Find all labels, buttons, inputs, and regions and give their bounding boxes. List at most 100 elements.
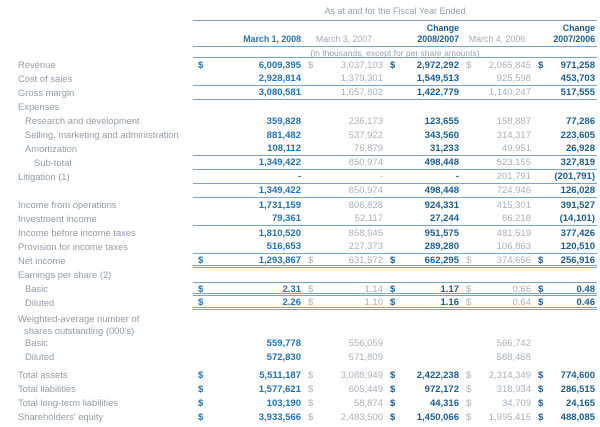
- cell-value: 3,088,949: [340, 369, 383, 381]
- cell-value: 77,286: [565, 115, 595, 127]
- value-cell: $34,709: [461, 397, 533, 410]
- cell-value: 1,379,301: [340, 73, 383, 84]
- value-cell: 77,286: [533, 115, 597, 128]
- value-cell: 327,819: [533, 156, 597, 169]
- cell-value: 924,331: [424, 199, 459, 211]
- value-cell: $662,295: [385, 254, 461, 267]
- value-cell: 52,117: [303, 212, 385, 225]
- currency-symbol: $: [538, 383, 544, 395]
- cell-value: 106,863: [496, 241, 531, 252]
- row-values: $3,933,566 $2,483,500 $1,450,066 $1,995,415…: [193, 410, 597, 424]
- value-cell: 227,373: [303, 240, 385, 253]
- cell-value: 0.46: [576, 297, 596, 308]
- cell-value: 1,450,066: [416, 411, 459, 423]
- cell-value: 1,657,802: [340, 87, 383, 98]
- cell-value: 374,656: [496, 255, 531, 266]
- cell-value: 1,293,867: [258, 255, 301, 266]
- value-cell: -: [385, 170, 461, 183]
- value-cell: 314,317: [461, 129, 533, 142]
- cell-value: 2,928,814: [258, 73, 301, 84]
- table-row: Diluted 572,830 571,809 588,468: [18, 350, 597, 364]
- row-values: 881,482 537,922 343,560 314,317 223,605: [193, 128, 597, 142]
- cell-value: 0.64: [512, 297, 532, 308]
- cell-value: 1,810,520: [258, 227, 301, 239]
- row-label-text: Income before income taxes: [18, 227, 136, 238]
- value-cell: $2,314,349: [461, 369, 533, 382]
- value-cell: 108,112: [193, 142, 303, 155]
- cell-value: 27,244: [429, 213, 459, 224]
- column-headers: March 1, 2008 March 3, 2007 Change 2008/…: [193, 21, 597, 47]
- cell-value: 881,482: [266, 129, 301, 141]
- value-cell: 3,080,581: [193, 86, 303, 99]
- cell-value: 774,600: [560, 369, 595, 381]
- value-cell: 498,448: [385, 184, 461, 197]
- cell-value: 123,655: [424, 115, 459, 127]
- currency-symbol: $: [198, 369, 204, 381]
- value-cell: 289,280: [385, 240, 461, 253]
- cell-value: 972,172: [424, 383, 459, 395]
- row-values: $1,293,867 $631,572 $662,295 $374,656 $256,9…: [193, 254, 597, 268]
- header-label-spacer: [18, 4, 193, 58]
- row-label-text: Litigation (1): [18, 171, 70, 182]
- value-cell: 588,468: [461, 351, 533, 364]
- value-cell: 223,605: [533, 129, 597, 142]
- row-label-text: Gross margin: [18, 87, 75, 98]
- value-cell: $0.46: [533, 296, 597, 309]
- value-cell: 858,945: [303, 227, 385, 240]
- value-cell: 517,555: [533, 86, 597, 99]
- table-row: Cost of sales 2,928,814 1,379,301 1,549,513…: [18, 72, 597, 86]
- cell-value: (201,791): [554, 171, 595, 182]
- row-label-text: Selling, marketing and administration: [25, 129, 179, 140]
- row-label-text: Revenue: [18, 59, 56, 70]
- currency-symbol: $: [390, 369, 396, 381]
- value-cell: $774,600: [533, 369, 597, 382]
- currency-symbol: $: [538, 397, 544, 409]
- value-cell: $1,995,415: [461, 411, 533, 424]
- cell-value: 1.14: [364, 284, 384, 295]
- currency-symbol: $: [390, 397, 396, 409]
- cell-value: 971,258: [560, 59, 595, 71]
- cell-value: 391,527: [560, 199, 595, 211]
- value-cell: 806,828: [303, 199, 385, 212]
- row-values: 559,778 556,059 566,742: [193, 336, 597, 350]
- table-row: Shareholders' equity $3,933,566 $2,483,500…: [18, 410, 597, 424]
- currency-symbol: $: [390, 383, 396, 395]
- cell-value: 1,549,513: [416, 73, 459, 84]
- value-cell: 1,379,301: [303, 72, 385, 85]
- row-label-text: Diluted: [25, 351, 55, 362]
- row-label-text: Net income: [18, 255, 66, 266]
- row-values: [193, 312, 597, 336]
- cell-value: 1,422,779: [416, 87, 459, 98]
- value-cell: $0.66: [461, 283, 533, 296]
- row-label: [18, 184, 193, 198]
- row-values: 516,653 227,373 289,280 106,863 120,510: [193, 240, 597, 254]
- value-cell: $1,293,867: [193, 254, 303, 267]
- row-values: $103,190 $58,874 $44,316 $34,709 $24,165: [193, 396, 597, 410]
- currency-symbol: $: [390, 411, 396, 423]
- row-values: 1,349,422 850,974 498,448 724,946 126,028: [193, 184, 597, 198]
- cell-value: -: [297, 171, 301, 182]
- row-label: Diluted: [18, 296, 193, 310]
- cell-value: 556,059: [348, 337, 383, 349]
- cell-value: 76,879: [353, 143, 383, 154]
- value-cell: 2,928,814: [193, 72, 303, 85]
- cell-value: 49,951: [501, 143, 531, 154]
- cell-value: 453,703: [560, 73, 595, 84]
- cell-value: 951,575: [424, 227, 459, 239]
- units-note: (in thousands, except for per share amou…: [193, 47, 597, 58]
- row-values: $5,511,187 $3,088,949 $2,422,238 $2,314,349…: [193, 368, 597, 382]
- cell-value: -: [379, 171, 383, 182]
- cell-value: 2,314,349: [488, 369, 531, 381]
- column-header-march-4-2006: March 4, 2006: [468, 33, 526, 44]
- value-cell: 31,233: [385, 142, 461, 155]
- cell-value: 2,422,238: [416, 369, 459, 381]
- table-row: Income before income taxes 1,810,520 858,9…: [18, 226, 597, 240]
- row-values: 108,112 76,879 31,233 49,951 26,928: [193, 142, 597, 156]
- currency-symbol: $: [308, 284, 314, 295]
- value-cell: 66,218: [461, 212, 533, 225]
- cell-value: -: [455, 171, 459, 182]
- currency-symbol: $: [198, 59, 204, 71]
- cell-value: 806,828: [348, 199, 383, 211]
- cell-value: 236,173: [348, 115, 383, 127]
- cell-value: 537,922: [348, 129, 383, 141]
